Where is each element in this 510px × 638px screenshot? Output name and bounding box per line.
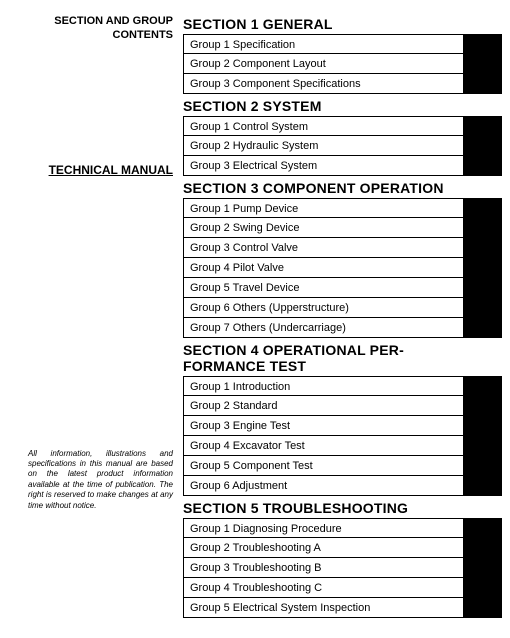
group-row: Group 5 Travel Device bbox=[183, 278, 502, 298]
group-label: Group 1 Introduction bbox=[184, 377, 463, 395]
group-index-block bbox=[463, 416, 501, 435]
group-label: Group 3 Electrical System bbox=[184, 156, 463, 175]
group-row: Group 6 Others (Upperstructure) bbox=[183, 298, 502, 318]
toc-heading: SECTION AND GROUP CONTENTS bbox=[28, 14, 173, 43]
group-label: Group 4 Excavator Test bbox=[184, 436, 463, 455]
group-row: Group 3 Component Specifications bbox=[183, 74, 502, 94]
group-label: Group 2 Standard bbox=[184, 396, 463, 415]
group-index-block bbox=[463, 578, 501, 597]
group-label: Group 2 Hydraulic System bbox=[184, 136, 463, 155]
group-index-block bbox=[463, 218, 501, 237]
group-row: Group 1 Specification bbox=[183, 34, 502, 54]
group-label: Group 3 Component Specifications bbox=[184, 74, 463, 93]
group-label: Group 6 Others (Upperstructure) bbox=[184, 298, 463, 317]
group-label: Group 3 Engine Test bbox=[184, 416, 463, 435]
group-index-block bbox=[463, 54, 501, 73]
group-label: Group 3 Troubleshooting B bbox=[184, 558, 463, 577]
section-title: SECTION 2 SYSTEM bbox=[183, 98, 502, 114]
group-label: Group 6 Adjustment bbox=[184, 476, 463, 495]
group-row: Group 2 Hydraulic System bbox=[183, 136, 502, 156]
group-row: Group 4 Excavator Test bbox=[183, 436, 502, 456]
group-row: Group 1 Introduction bbox=[183, 376, 502, 396]
group-row: Group 5 Electrical System Inspection bbox=[183, 598, 502, 618]
group-index-block bbox=[463, 396, 501, 415]
group-index-block bbox=[463, 456, 501, 475]
group-index-block bbox=[463, 318, 501, 337]
group-row: Group 5 Component Test bbox=[183, 456, 502, 476]
group-index-block bbox=[463, 238, 501, 257]
section-title: SECTION 1 GENERAL bbox=[183, 16, 502, 32]
group-index-block bbox=[463, 258, 501, 277]
group-row: Group 2 Standard bbox=[183, 396, 502, 416]
group-row: Group 3 Control Valve bbox=[183, 238, 502, 258]
group-row: Group 3 Troubleshooting B bbox=[183, 558, 502, 578]
group-label: Group 2 Component Layout bbox=[184, 54, 463, 73]
group-index-block bbox=[463, 136, 501, 155]
group-label: Group 1 Control System bbox=[184, 117, 463, 135]
toc-container: SECTION 1 GENERALGroup 1 SpecificationGr… bbox=[183, 12, 502, 618]
group-label: Group 2 Troubleshooting A bbox=[184, 538, 463, 557]
group-row: Group 3 Engine Test bbox=[183, 416, 502, 436]
group-row: Group 6 Adjustment bbox=[183, 476, 502, 496]
left-column: SECTION AND GROUP CONTENTS TECHNICAL MAN… bbox=[8, 12, 183, 618]
group-label: Group 4 Troubleshooting C bbox=[184, 578, 463, 597]
toc-heading-line1: SECTION AND GROUP bbox=[54, 15, 173, 27]
group-index-block bbox=[463, 519, 501, 537]
group-row: Group 2 Component Layout bbox=[183, 54, 502, 74]
group-label: Group 2 Swing Device bbox=[184, 218, 463, 237]
group-label: Group 4 Pilot Valve bbox=[184, 258, 463, 277]
group-label: Group 1 Diagnosing Procedure bbox=[184, 519, 463, 537]
group-row: Group 4 Pilot Valve bbox=[183, 258, 502, 278]
group-index-block bbox=[463, 436, 501, 455]
group-index-block bbox=[463, 156, 501, 175]
group-row: Group 2 Swing Device bbox=[183, 218, 502, 238]
group-label: Group 3 Control Valve bbox=[184, 238, 463, 257]
group-row: Group 3 Electrical System bbox=[183, 156, 502, 176]
group-row: Group 1 Diagnosing Procedure bbox=[183, 518, 502, 538]
page: SECTION AND GROUP CONTENTS TECHNICAL MAN… bbox=[0, 0, 510, 638]
group-index-block bbox=[463, 558, 501, 577]
section-title: SECTION 3 COMPONENT OPERATION bbox=[183, 180, 502, 196]
group-label: Group 5 Component Test bbox=[184, 456, 463, 475]
group-index-block bbox=[463, 298, 501, 317]
group-index-block bbox=[463, 117, 501, 135]
group-row: Group 1 Control System bbox=[183, 116, 502, 136]
group-index-block bbox=[463, 278, 501, 297]
section-title: SECTION 5 TROUBLESHOOTING bbox=[183, 500, 502, 516]
group-index-block bbox=[463, 74, 501, 93]
group-index-block bbox=[463, 476, 501, 495]
toc-heading-line2: CONTENTS bbox=[113, 29, 174, 41]
group-row: Group 4 Troubleshooting C bbox=[183, 578, 502, 598]
group-label: Group 1 Pump Device bbox=[184, 199, 463, 217]
group-label: Group 7 Others (Undercarriage) bbox=[184, 318, 463, 337]
group-row: Group 2 Troubleshooting A bbox=[183, 538, 502, 558]
group-label: Group 1 Specification bbox=[184, 35, 463, 53]
group-index-block bbox=[463, 538, 501, 557]
disclaimer-text: All information, illustrations and speci… bbox=[28, 449, 173, 511]
section-title: SECTION 4 OPERATIONAL PER- FORMANCE TEST bbox=[183, 342, 502, 374]
group-label: Group 5 Travel Device bbox=[184, 278, 463, 297]
group-index-block bbox=[463, 199, 501, 217]
group-row: Group 7 Others (Undercarriage) bbox=[183, 318, 502, 338]
manual-title: TECHNICAL MANUAL bbox=[28, 163, 173, 177]
group-index-block bbox=[463, 35, 501, 53]
group-index-block bbox=[463, 377, 501, 395]
group-row: Group 1 Pump Device bbox=[183, 198, 502, 218]
